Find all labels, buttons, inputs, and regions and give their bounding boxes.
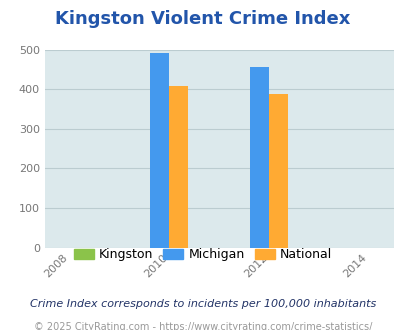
Legend: Kingston, Michigan, National: Kingston, Michigan, National — [69, 243, 336, 266]
Text: Kingston Violent Crime Index: Kingston Violent Crime Index — [55, 10, 350, 28]
Text: © 2025 CityRating.com - https://www.cityrating.com/crime-statistics/: © 2025 CityRating.com - https://www.city… — [34, 322, 371, 330]
Text: Crime Index corresponds to incidents per 100,000 inhabitants: Crime Index corresponds to incidents per… — [30, 299, 375, 309]
Bar — [169, 86, 188, 248]
Bar — [249, 67, 269, 248]
Bar — [269, 94, 288, 248]
Bar — [150, 53, 169, 248]
